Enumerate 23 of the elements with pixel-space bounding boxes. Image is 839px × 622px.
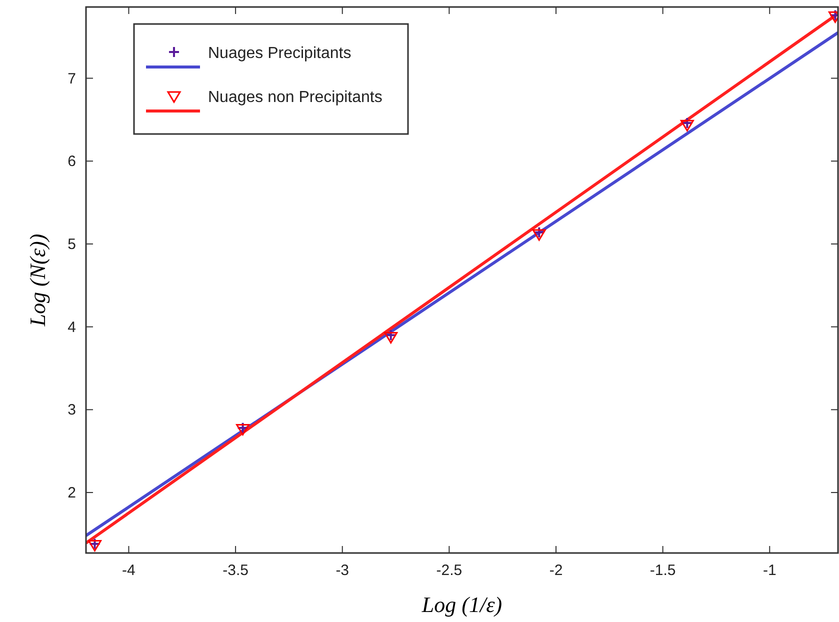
y-axis-title: Log (N(ε)) bbox=[25, 234, 50, 328]
y-tick-label: 7 bbox=[68, 70, 76, 88]
x-tick-label: -2 bbox=[549, 562, 563, 579]
y-tick-label: 2 bbox=[68, 484, 76, 502]
x-axis-title: Log (1/ε) bbox=[420, 592, 502, 617]
point bbox=[533, 226, 546, 238]
x-tick-label: -4 bbox=[122, 562, 136, 579]
x-tick-label: -1.5 bbox=[650, 562, 676, 579]
x-tick-label: -1 bbox=[762, 562, 776, 579]
y-tick-label: 3 bbox=[68, 402, 76, 419]
point bbox=[532, 229, 546, 241]
y-tick-label: 4 bbox=[68, 318, 76, 336]
y-tick-label: 5 bbox=[68, 236, 76, 253]
point bbox=[384, 329, 397, 342]
y-tick-label: 6 bbox=[68, 153, 76, 170]
x-tick-label: -3 bbox=[336, 562, 350, 579]
legend-label: Nuages non Precipitants bbox=[208, 89, 382, 106]
point bbox=[681, 116, 694, 129]
x-tick-label: -3.5 bbox=[222, 562, 248, 579]
x-tick-label: -2.5 bbox=[436, 562, 462, 579]
legend-label: Nuages Precipitants bbox=[208, 45, 352, 62]
point bbox=[680, 120, 694, 132]
point bbox=[384, 332, 398, 344]
